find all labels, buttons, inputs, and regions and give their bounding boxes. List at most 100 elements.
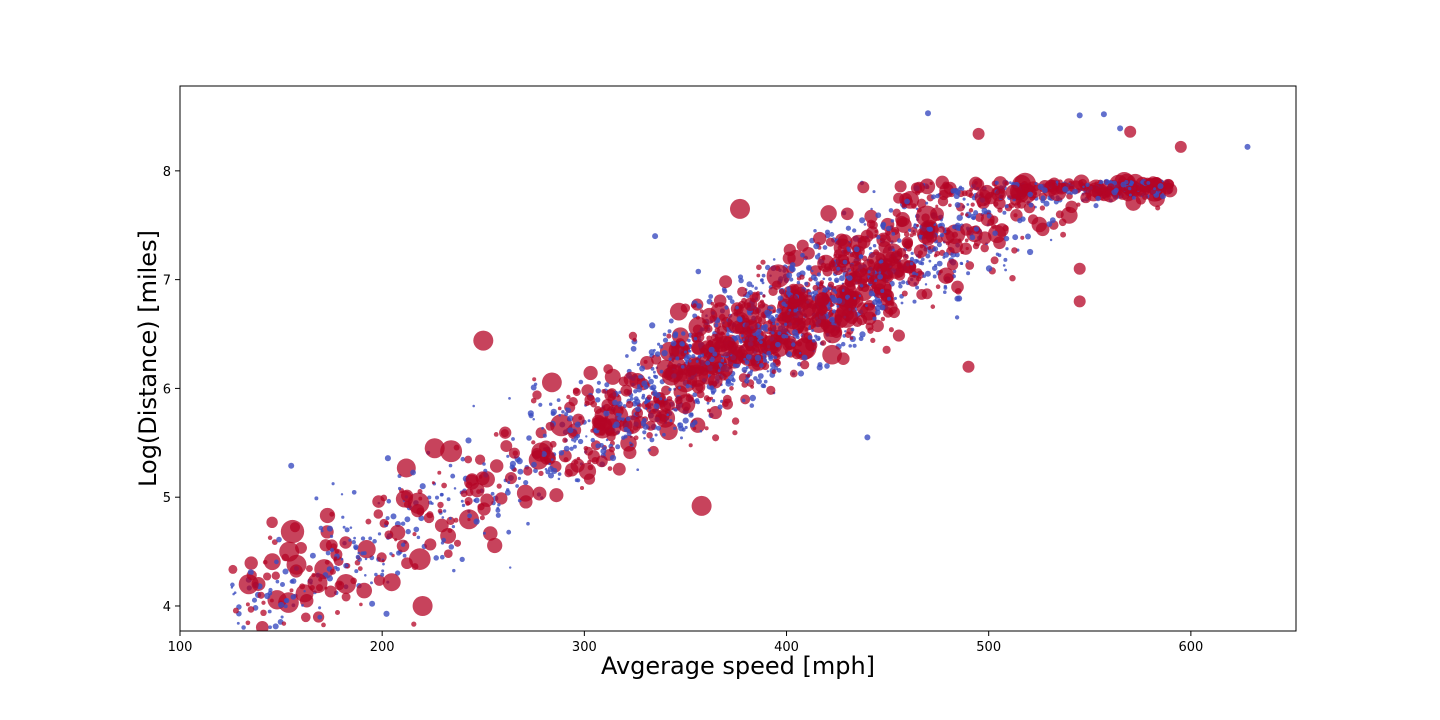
blue-series-point	[853, 296, 856, 300]
blue-series-point	[377, 532, 382, 536]
blue-series-point	[551, 467, 558, 474]
red-series-point	[771, 369, 777, 375]
blue-series-point	[1005, 247, 1009, 251]
red-series-point	[584, 446, 594, 456]
blue-series-point	[768, 354, 774, 360]
blue-series-point	[475, 519, 478, 522]
red-series-point	[965, 261, 975, 270]
blue-series-point	[973, 226, 980, 232]
red-series-point	[1016, 199, 1027, 209]
red-series-point	[453, 444, 460, 451]
blue-series-point	[888, 208, 894, 213]
blue-series-point	[829, 287, 832, 290]
blue-series-point	[641, 380, 648, 387]
blue-series-point	[708, 346, 715, 353]
blue-series-point	[761, 281, 765, 285]
red-series-point	[783, 243, 796, 257]
red-series-point	[591, 414, 606, 429]
blue-series-point	[776, 322, 779, 326]
blue-series-point	[465, 437, 472, 444]
blue-series-point	[867, 270, 871, 274]
blue-series-point	[496, 506, 500, 510]
blue-series-point	[587, 419, 591, 423]
red-series-point	[538, 470, 544, 477]
blue-series-point	[954, 315, 960, 320]
blue-series-point	[547, 472, 555, 479]
blue-series-point	[786, 351, 793, 358]
red-series-point	[821, 255, 826, 260]
red-series-point	[735, 346, 743, 354]
blue-series-point	[558, 413, 561, 417]
blue-series-point	[634, 398, 641, 405]
blue-series-point	[920, 257, 925, 262]
blue-series-point	[912, 299, 917, 304]
blue-series-point	[596, 380, 601, 385]
plot-frame	[179, 85, 1297, 632]
blue-series-point	[290, 578, 297, 584]
red-series-point	[691, 495, 712, 516]
red-series-point	[359, 602, 363, 607]
red-series-point	[901, 290, 908, 297]
red-series-point	[823, 324, 842, 344]
red-series-point	[1065, 206, 1071, 212]
red-series-point	[329, 568, 336, 575]
blue-series-point	[647, 448, 651, 452]
blue-series-point	[858, 294, 862, 298]
blue-series-point	[954, 222, 961, 229]
blue-series-point	[749, 403, 755, 408]
red-series-point	[703, 395, 710, 402]
blue-series-point	[526, 435, 532, 441]
red-series-point	[437, 508, 443, 514]
red-series-point	[545, 421, 555, 431]
blue-series-point	[756, 332, 762, 339]
red-series-point	[261, 600, 266, 605]
red-series-point	[564, 468, 573, 478]
blue-series-point	[757, 373, 764, 379]
red-series-point	[818, 305, 828, 315]
red-series-point	[655, 399, 660, 404]
red-series-point	[812, 284, 819, 291]
blue-series-point	[681, 331, 686, 336]
red-series-point	[394, 538, 398, 542]
blue-series-point	[875, 212, 882, 219]
red-series-point	[384, 520, 389, 526]
blue-series-point	[971, 216, 976, 221]
blue-series-point	[460, 499, 464, 503]
red-series-point	[880, 316, 886, 322]
blue-series-point	[695, 359, 699, 363]
blue-series-point	[687, 338, 691, 343]
blue-series-point	[721, 389, 726, 394]
blue-series-point	[340, 557, 344, 561]
red-series-point	[647, 408, 662, 423]
blue-series-point	[268, 625, 272, 630]
blue-series-point	[852, 343, 857, 348]
blue-series-point	[706, 401, 710, 405]
blue-series-point	[824, 232, 831, 239]
blue-series-point	[985, 265, 993, 272]
blue-series-point	[936, 260, 943, 267]
blue-series-point	[880, 288, 885, 294]
blue-series-point	[509, 464, 515, 470]
blue-series-point	[1040, 198, 1046, 204]
blue-series-point	[604, 382, 610, 388]
blue-series-point	[728, 375, 735, 382]
blue-series-point	[482, 462, 486, 466]
blue-series-point	[326, 575, 333, 582]
blue-series-point	[341, 515, 345, 519]
red-series-point	[661, 385, 671, 396]
red-series-point	[1011, 247, 1018, 254]
blue-series-point	[956, 214, 963, 221]
blue-series-point	[1049, 238, 1053, 242]
blue-series-point	[934, 263, 938, 268]
blue-series-point	[523, 480, 529, 486]
blue-series-point	[674, 408, 678, 412]
blue-series-point	[652, 370, 656, 374]
red-series-point	[1020, 235, 1025, 240]
red-series-point	[532, 390, 542, 400]
red-series-point	[493, 432, 499, 437]
red-series-point	[373, 509, 384, 519]
red-series-point	[873, 249, 880, 256]
blue-series-point	[842, 259, 848, 265]
blue-series-point	[717, 369, 721, 373]
red-series-point	[307, 573, 328, 594]
